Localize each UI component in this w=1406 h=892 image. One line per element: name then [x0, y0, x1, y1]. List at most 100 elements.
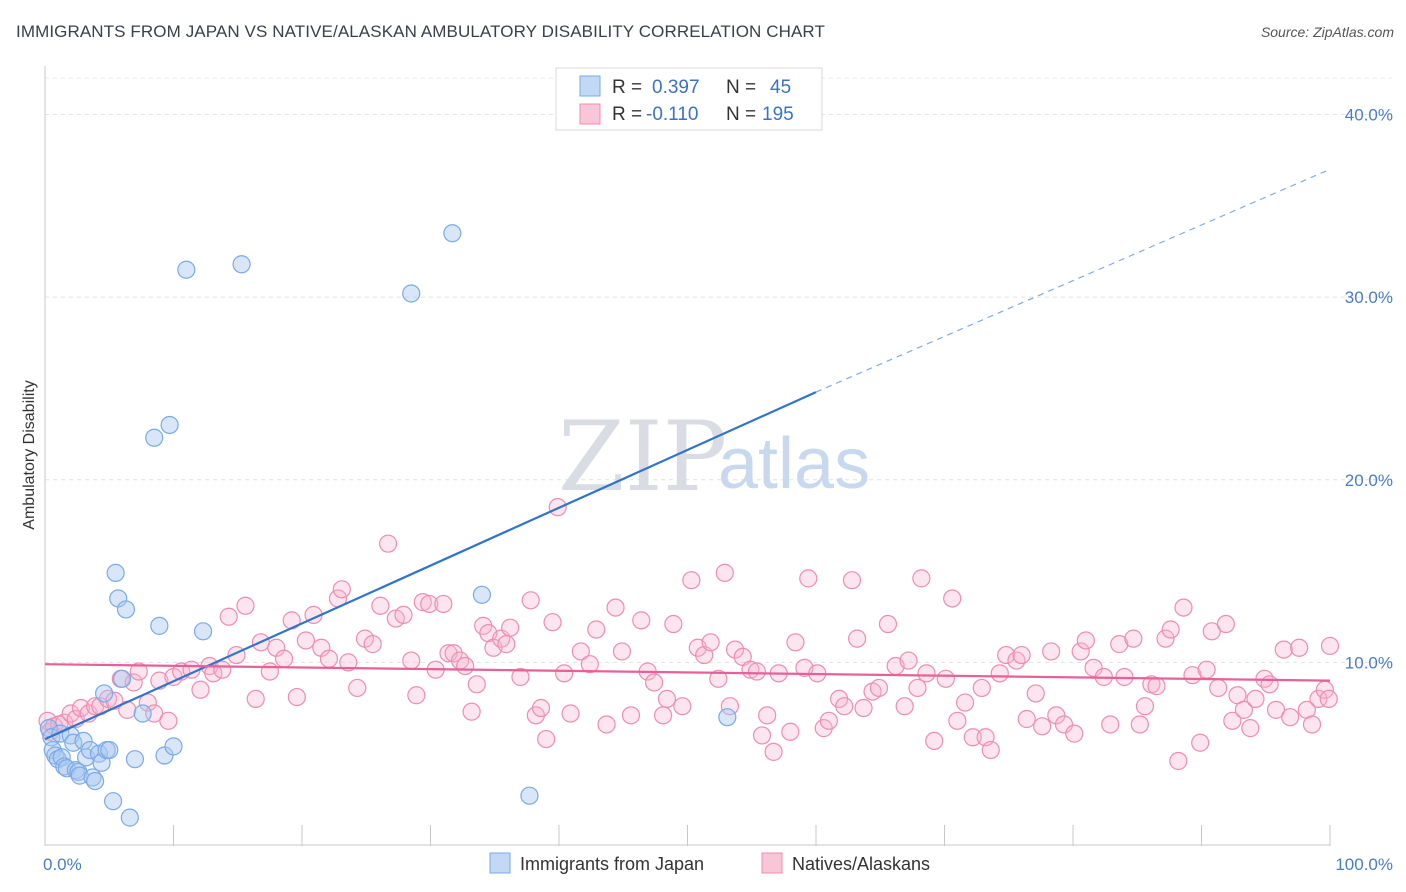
- natives-point: [1012, 645, 1031, 665]
- natives-point: [606, 598, 625, 617]
- natives-point: [339, 653, 358, 672]
- series-legend: Immigrants from Japan Natives/Alaskans: [489, 852, 930, 874]
- natives-point: [1169, 751, 1188, 771]
- natives-point: [1065, 724, 1084, 743]
- natives-point: [537, 729, 556, 749]
- y-tick-label: 30.0%: [1345, 288, 1393, 307]
- natives-point: [948, 711, 967, 730]
- japan-point: [177, 260, 196, 279]
- natives-point: [1281, 708, 1300, 727]
- natives-point: [497, 635, 516, 654]
- natives-point: [543, 613, 562, 632]
- natives-point: [972, 678, 991, 698]
- natives-point: [1084, 658, 1103, 677]
- natives-point: [653, 706, 673, 725]
- natives-point: [673, 697, 692, 716]
- x-tick-label-end: 100.0%: [1335, 855, 1393, 874]
- natives-point: [402, 651, 421, 670]
- natives-point: [191, 680, 210, 699]
- y-tick-label: 20.0%: [1345, 471, 1393, 490]
- natives-point: [701, 633, 720, 652]
- natives-point: [159, 711, 178, 730]
- japan-point: [232, 255, 251, 274]
- natives-point: [819, 711, 838, 730]
- natives-point: [848, 629, 867, 648]
- natives-point: [1260, 675, 1279, 694]
- natives-point: [725, 640, 745, 659]
- natives-point: [1054, 715, 1074, 734]
- legend-r-value-natives: -0.110: [646, 104, 698, 125]
- natives-point: [908, 678, 927, 698]
- natives-point: [1033, 717, 1052, 736]
- natives-point: [758, 706, 777, 725]
- natives-point: [511, 667, 530, 687]
- natives-point: [1241, 719, 1260, 738]
- series-natives-points: [38, 498, 1340, 771]
- legend-n-label-natives: N =: [726, 104, 756, 125]
- natives-point: [363, 635, 382, 654]
- natives-point: [531, 698, 551, 718]
- natives-point: [781, 722, 800, 741]
- natives-point: [287, 687, 306, 707]
- natives-point: [1290, 638, 1309, 657]
- natives-point: [462, 702, 481, 721]
- natives-point: [587, 620, 606, 639]
- natives-point: [319, 649, 339, 668]
- natives-point: [1202, 622, 1221, 641]
- natives-point: [657, 689, 677, 709]
- natives-point: [1197, 660, 1216, 679]
- natives-point: [597, 715, 616, 734]
- natives-point: [981, 740, 1000, 760]
- japan-point: [402, 284, 421, 303]
- natives-point: [444, 644, 463, 663]
- natives-point: [1101, 715, 1120, 734]
- bottom-legend-swatch-japan: [489, 852, 511, 874]
- natives-point: [854, 698, 873, 718]
- natives-point: [1309, 689, 1328, 709]
- natives-point: [420, 594, 439, 614]
- natives-point: [521, 591, 540, 610]
- natives-point: [378, 534, 398, 553]
- natives-point: [644, 673, 664, 692]
- japan-point: [100, 740, 119, 760]
- natives-point: [1130, 715, 1149, 734]
- natives-point: [1302, 715, 1322, 734]
- natives-point: [1209, 678, 1228, 698]
- trend-line-japan: [44, 391, 817, 741]
- natives-point: [571, 642, 590, 661]
- natives-point: [1274, 640, 1293, 659]
- watermark: ZIP atlas: [558, 401, 870, 513]
- chart-title: IMMIGRANTS FROM JAPAN VS NATIVE/ALASKAN …: [16, 22, 825, 41]
- natives-point: [878, 614, 898, 634]
- japan-point: [106, 563, 125, 582]
- japan-point: [120, 808, 139, 827]
- natives-point: [632, 611, 651, 630]
- natives-point: [612, 642, 632, 661]
- natives-point: [1026, 684, 1045, 703]
- bottom-legend-label-japan: Immigrants from Japan: [520, 854, 704, 874]
- legend-n-value-japan: 45: [770, 77, 791, 98]
- natives-point: [501, 618, 520, 637]
- trend-lines: [44, 168, 1331, 741]
- natives-point: [899, 651, 918, 670]
- japan-point: [125, 750, 145, 769]
- natives-point: [580, 655, 599, 674]
- natives-point: [895, 697, 914, 716]
- japan-point: [112, 669, 132, 688]
- x-tick-label-start: 0.0%: [43, 855, 82, 874]
- natives-point: [371, 596, 390, 615]
- tick-labels: 10.0% 20.0% 30.0% 40.0% 0.0% 100.0%: [43, 106, 1393, 874]
- natives-point: [1071, 642, 1090, 661]
- natives-point: [274, 649, 294, 668]
- japan-point: [55, 757, 74, 776]
- natives-point: [943, 589, 962, 608]
- japan-point: [133, 704, 152, 723]
- natives-point: [296, 631, 315, 650]
- natives-point: [348, 678, 367, 698]
- japan-point: [104, 792, 123, 811]
- natives-point: [1076, 631, 1095, 650]
- japan-point: [472, 585, 491, 604]
- natives-point: [1047, 706, 1066, 725]
- y-tick-label: 10.0%: [1345, 653, 1393, 672]
